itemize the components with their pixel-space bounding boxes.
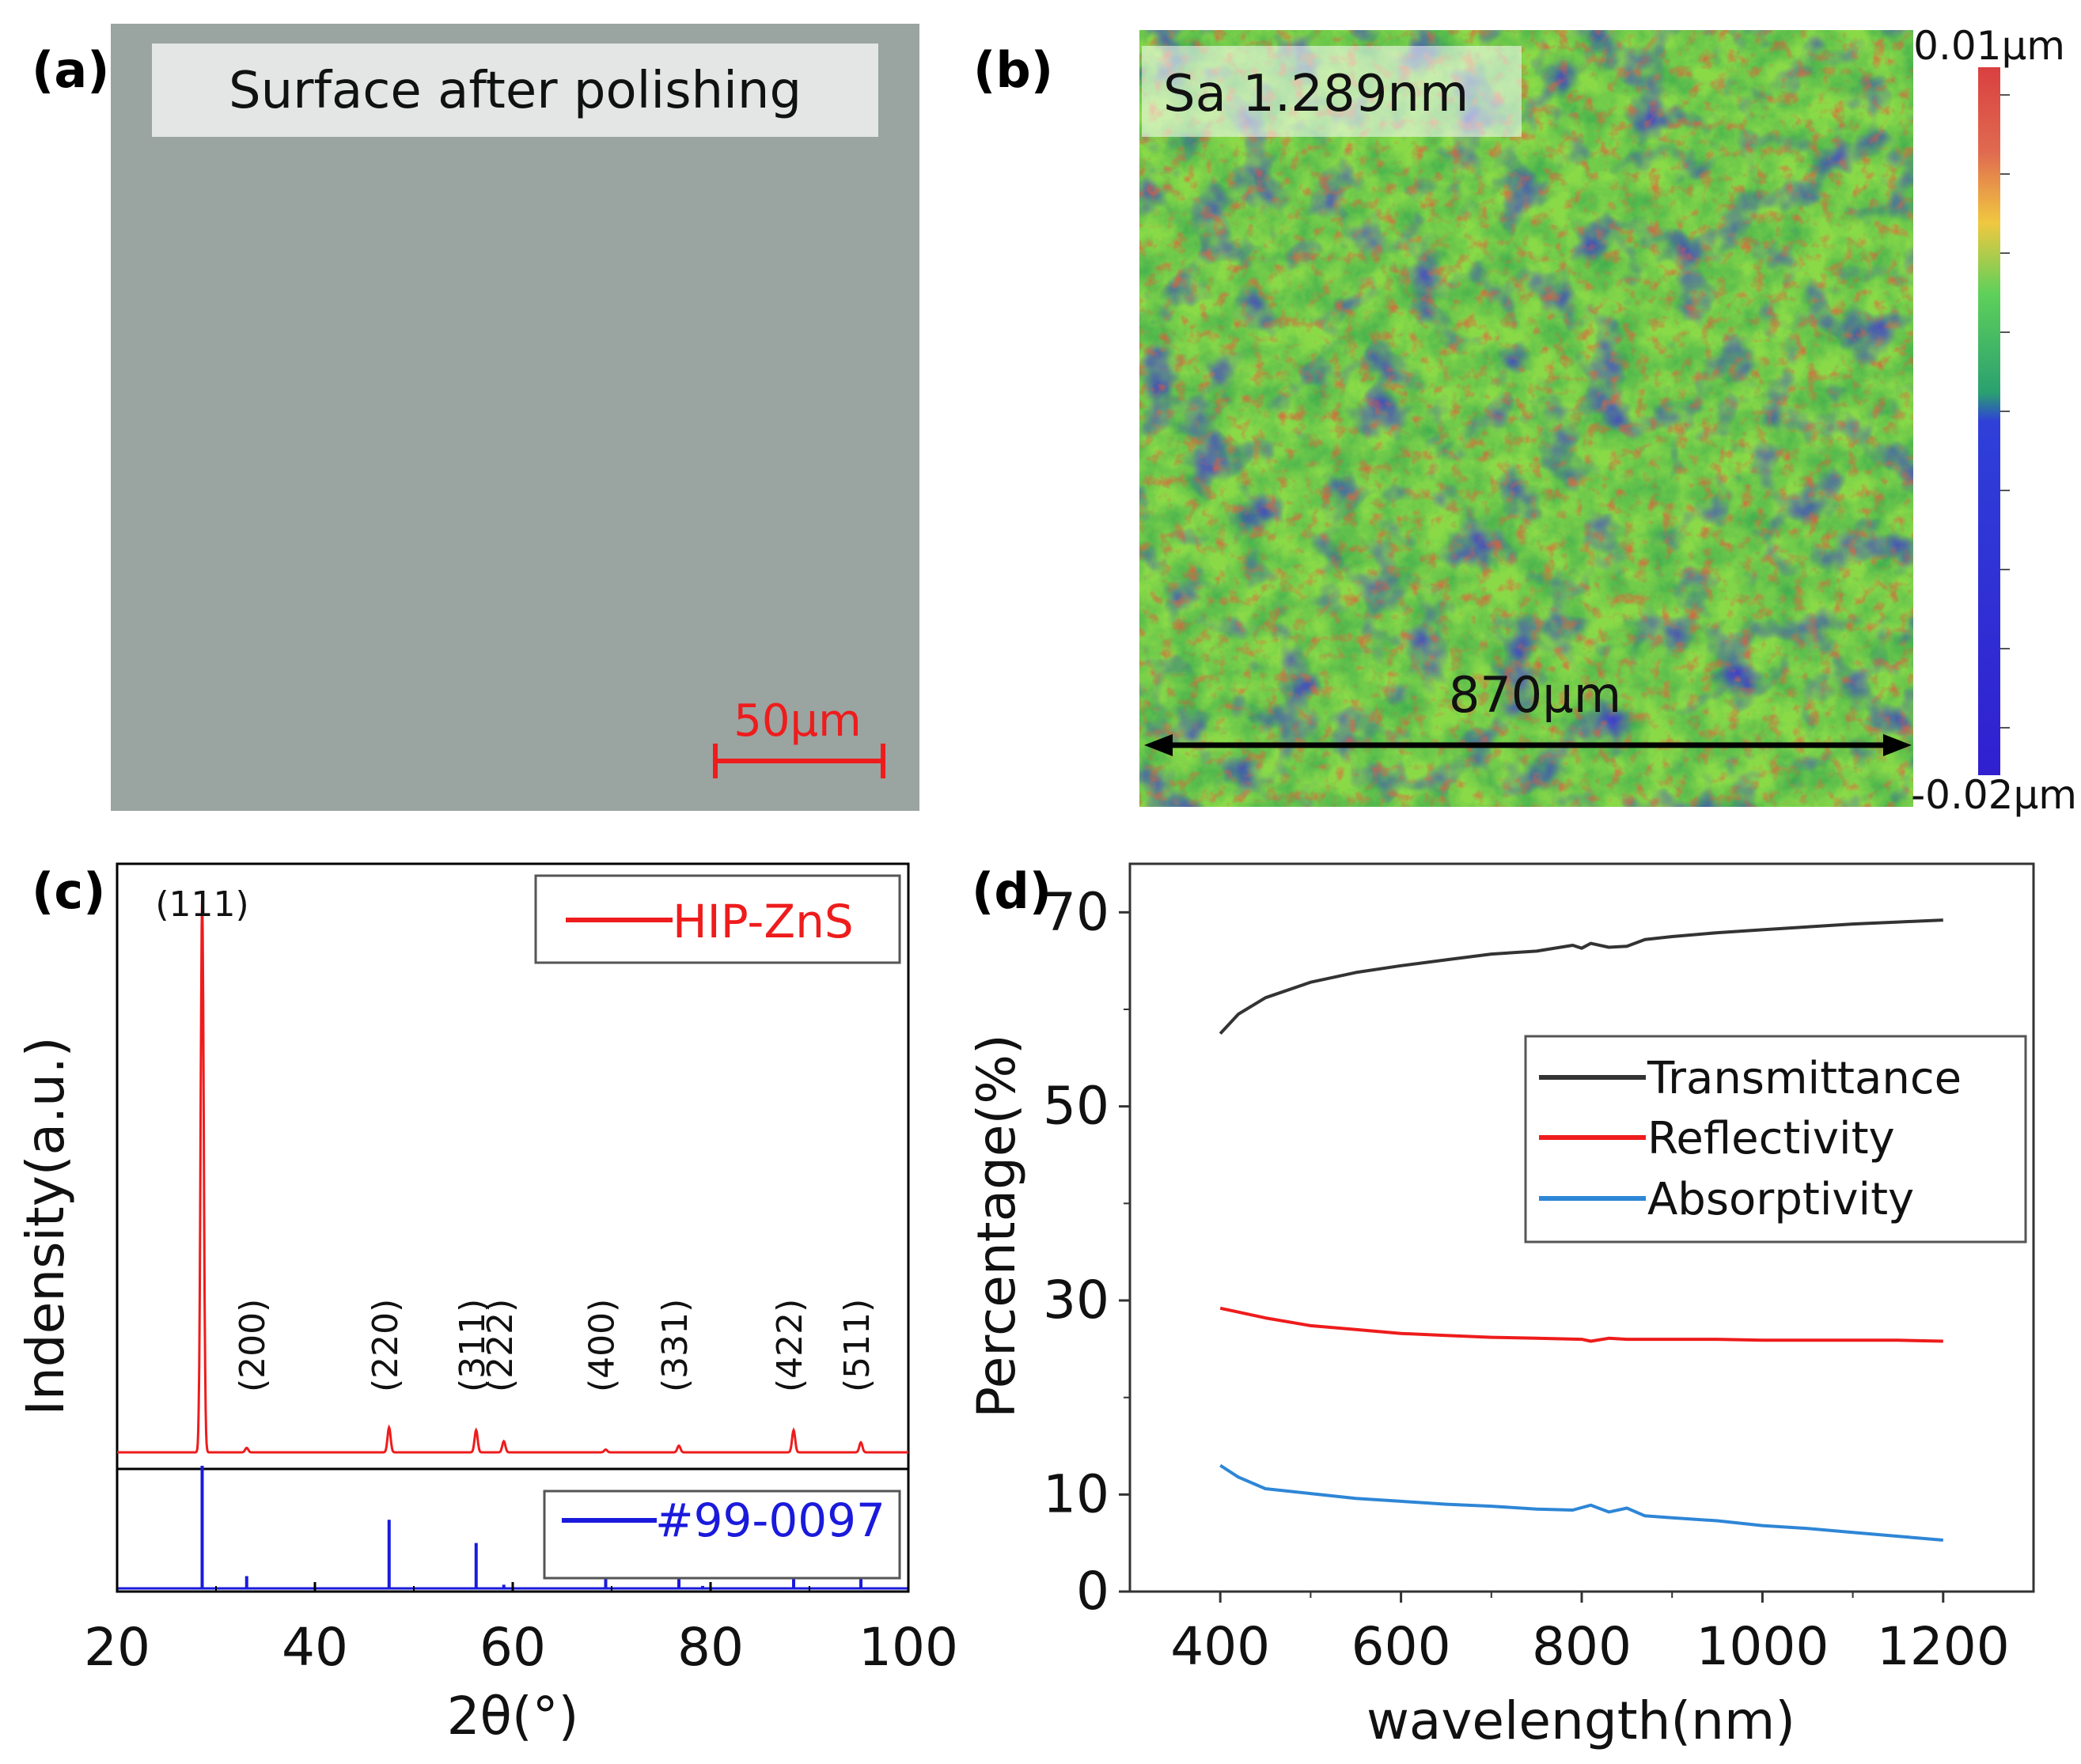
xrd-peak-label: (311) xyxy=(453,1299,493,1392)
optical-y-tick-label: 50 xyxy=(1043,1076,1109,1137)
xrd-y-axis-label: Indensity(a.u.) xyxy=(15,1036,76,1415)
optical-y-tick-label: 70 xyxy=(1043,881,1109,942)
xrd-x-tick-label: 40 xyxy=(282,1617,348,1678)
xrd-x-tick-label: 20 xyxy=(84,1617,150,1678)
xrd-series-group xyxy=(117,898,908,1590)
roughness-box xyxy=(1142,46,1522,137)
title-box xyxy=(152,44,878,137)
roughness-value: Sa 1.289nm xyxy=(1163,65,1469,123)
legend-label-absorptivity: Absorptivity xyxy=(1647,1174,1914,1225)
micrograph-title: Surface after polishing xyxy=(229,62,802,120)
colorbar-max: 0.01μm xyxy=(1913,23,2065,69)
optical-x-axis-label: wavelength(nm) xyxy=(1366,1690,1795,1751)
optical-x-tick-label: 1200 xyxy=(1877,1616,2010,1677)
legend-label-hip-zns: HIP-ZnS xyxy=(673,895,854,948)
optical-x-tick-label: 600 xyxy=(1351,1616,1451,1677)
panel-d-label: (d) xyxy=(972,862,1052,920)
optical-line-transmittance xyxy=(1219,918,1943,1035)
xrd-peak-labels: (111) (200) (220) (311)(222) (400) (331) (422)… xyxy=(155,884,878,1392)
xrd-peak-label: (200) xyxy=(233,1299,273,1392)
panel-a-label: (a) xyxy=(32,41,110,99)
optical-y-tick-label: 0 xyxy=(1076,1561,1109,1622)
panel-a: (a) Surface after polishing 50μm xyxy=(32,24,919,811)
scale-bar-label: 50μm xyxy=(733,695,861,747)
xrd-x-tick-label: 80 xyxy=(677,1617,744,1678)
xrd-peak-label: (220) xyxy=(366,1299,406,1392)
panel-b-label: (b) xyxy=(973,41,1053,99)
xrd-peak-label: (511) xyxy=(837,1299,878,1392)
legend-label-pdf: #99-0097 xyxy=(655,1493,885,1547)
colorbar xyxy=(1978,67,2000,775)
optical-series-group xyxy=(1219,918,1943,1542)
optical-ticks: 400 600 800 1000 1200 0 10 30 50 70 xyxy=(1043,881,2010,1677)
legend-label-reflectivity: Reflectivity xyxy=(1647,1113,1895,1164)
legend-label-transmittance: Transmittance xyxy=(1647,1053,1962,1104)
xrd-peak-label: (422) xyxy=(770,1299,810,1392)
xrd-peak-label: (111) xyxy=(155,884,248,925)
width-label: 870μm xyxy=(1449,666,1621,724)
scale-bar xyxy=(713,744,885,778)
panel-c: (c) 20 40 60 80 100 (111) (200) (220) (311)(222… xyxy=(15,862,958,1747)
optical-x-tick-label: 400 xyxy=(1170,1616,1270,1677)
colorbar-ticks xyxy=(2000,94,2010,729)
xrd-x-ticks: 20 40 60 80 100 xyxy=(84,1582,958,1678)
xrd-peak-label: (331) xyxy=(655,1299,696,1392)
xrd-plot-frame xyxy=(116,862,910,1593)
optical-x-tick-label: 1000 xyxy=(1696,1616,1829,1677)
height-map-image xyxy=(1139,30,1913,807)
optical-line-reflectivity xyxy=(1219,1306,1943,1343)
xrd-legend-bottom xyxy=(543,1490,901,1580)
optical-y-tick-label: 30 xyxy=(1043,1270,1109,1331)
colorbar-min: -0.02μm xyxy=(1911,772,2077,818)
xrd-x-tick-label: 100 xyxy=(859,1617,958,1678)
panel-b: (b) Sa 1.289nm 870μm 0.01μm -0.02μm xyxy=(973,23,2077,818)
optical-x-tick-label: 800 xyxy=(1532,1616,1632,1677)
width-arrow xyxy=(1144,734,1912,756)
xrd-peak-label: (400) xyxy=(582,1299,623,1392)
optical-y-tick-label: 10 xyxy=(1043,1463,1109,1524)
xrd-x-axis-label: 2θ(°) xyxy=(447,1686,579,1747)
optical-y-axis-label: Percentage(%) xyxy=(966,1034,1027,1418)
panel-d: (d) 400 600 800 1000 1200 0 10 30 50 70 Percentag… xyxy=(966,862,2035,1751)
micrograph-image xyxy=(111,24,919,811)
panel-c-label: (c) xyxy=(32,862,105,920)
xrd-line-hip-zns xyxy=(117,898,908,1454)
xrd-peak-label: (222) xyxy=(480,1299,521,1392)
xrd-x-tick-label: 60 xyxy=(480,1617,546,1678)
optical-line-absorptivity xyxy=(1219,1463,1943,1542)
